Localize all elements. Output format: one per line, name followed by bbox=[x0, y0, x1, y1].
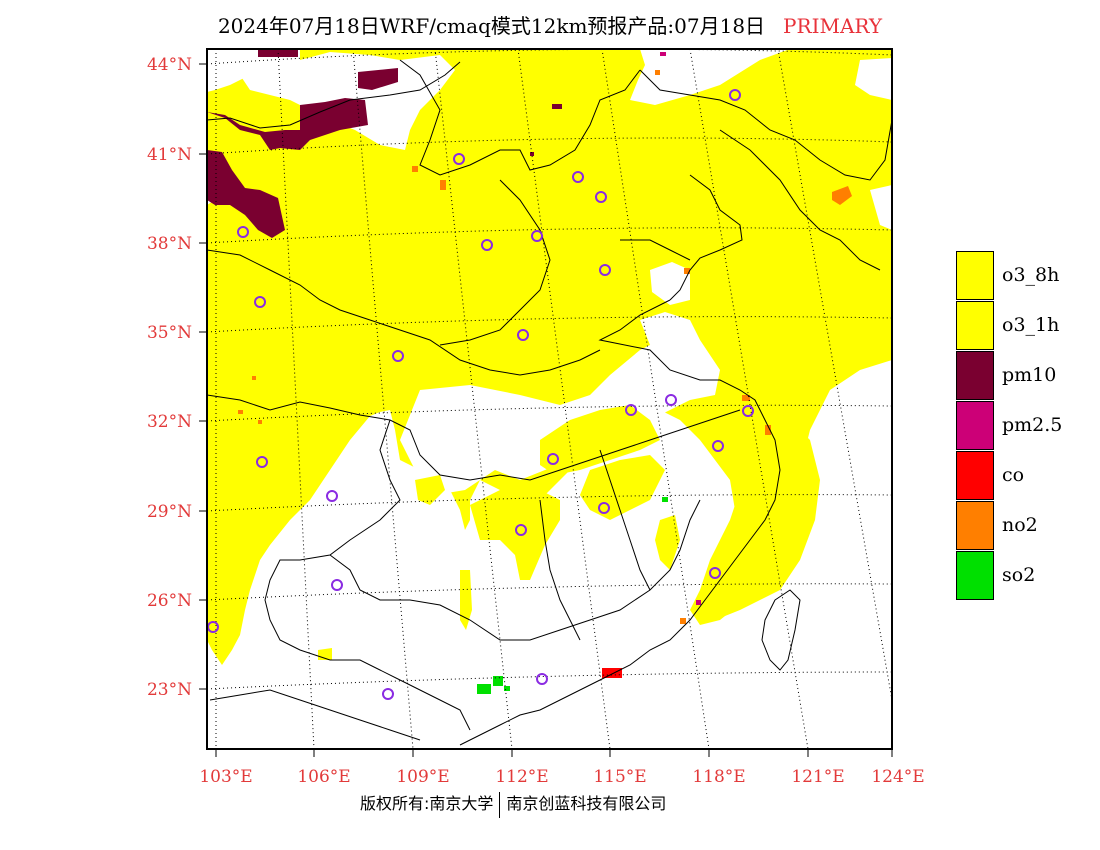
footer-divider bbox=[499, 791, 501, 818]
legend-label: no2 bbox=[1002, 514, 1038, 536]
legend-swatch bbox=[956, 500, 994, 550]
lon-label: 121°E bbox=[791, 767, 844, 787]
legend-item-o3-8h: o3_8h bbox=[956, 250, 1100, 300]
lat-label: 26°N bbox=[147, 591, 192, 611]
lat-label: 44°N bbox=[147, 55, 192, 75]
legend-item-co: co bbox=[956, 450, 1100, 500]
ozone-region-north bbox=[207, 49, 892, 665]
map-title: 2024年07月18日WRF/cmaq模式12km预报产品:07月18日 PRIM… bbox=[0, 10, 1100, 39]
pm10-region bbox=[207, 98, 368, 150]
lat-label: 23°N bbox=[147, 680, 192, 700]
legend-label: o3_8h bbox=[1002, 264, 1060, 286]
legend-label: o3_1h bbox=[1002, 314, 1060, 336]
lon-label: 118°E bbox=[692, 767, 745, 787]
legend-swatch bbox=[956, 550, 994, 600]
legend-item-o3-1h: o3_1h bbox=[956, 300, 1100, 350]
lat-label: 35°N bbox=[147, 323, 192, 343]
title-main: 2024年07月18日WRF/cmaq模式12km预报产品:07月18日 bbox=[217, 14, 766, 38]
legend-swatch bbox=[956, 250, 994, 300]
lon-label: 109°E bbox=[396, 767, 449, 787]
copyright-right: 南京创蓝科技有限公司 bbox=[506, 794, 667, 813]
lon-label: 115°E bbox=[593, 767, 646, 787]
lat-label: 38°N bbox=[147, 234, 192, 254]
legend-swatch bbox=[956, 350, 994, 400]
legend-label: pm2.5 bbox=[1002, 414, 1063, 436]
lat-label: 32°N bbox=[147, 412, 192, 432]
legend-label: so2 bbox=[1002, 564, 1036, 586]
legend-item-no2: no2 bbox=[956, 500, 1100, 550]
legend-swatch bbox=[956, 450, 994, 500]
title-tag: PRIMARY bbox=[783, 14, 883, 38]
legend-swatch bbox=[956, 300, 994, 350]
lon-label: 112°E bbox=[495, 767, 548, 787]
lon-label: 124°E bbox=[871, 767, 924, 787]
copyright-footer: 版权所有:南京大学 南京创蓝科技有限公司 bbox=[360, 790, 666, 818]
legend-item-pm2-5: pm2.5 bbox=[956, 400, 1100, 450]
lat-label: 29°N bbox=[147, 502, 192, 522]
lat-label: 41°N bbox=[147, 145, 192, 165]
lon-label: 103°E bbox=[199, 767, 252, 787]
legend-item-pm10: pm10 bbox=[956, 350, 1100, 400]
pollutant-legend: o3_8h o3_1h pm10 pm2.5 co no2 so2 bbox=[956, 250, 1100, 600]
legend-swatch bbox=[956, 400, 994, 450]
legend-item-so2: so2 bbox=[956, 550, 1100, 600]
lon-label: 106°E bbox=[297, 767, 350, 787]
legend-label: pm10 bbox=[1002, 364, 1057, 386]
legend-label: co bbox=[1002, 464, 1025, 486]
copyright-left: 版权所有:南京大学 bbox=[360, 794, 494, 813]
